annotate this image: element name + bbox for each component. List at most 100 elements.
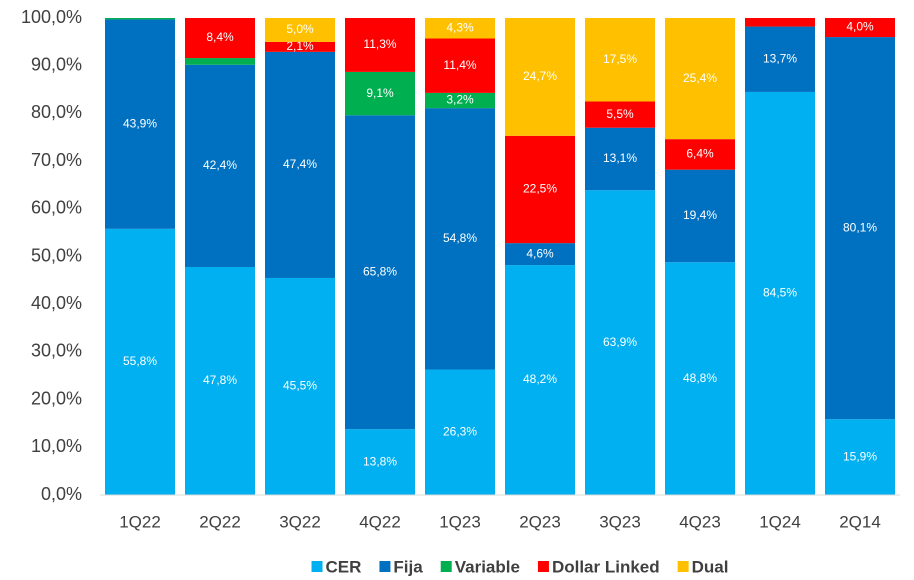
legend-label: Fija <box>393 557 423 576</box>
bar-segment <box>185 64 255 267</box>
bar-segment <box>185 58 255 65</box>
data-label: 4,3% <box>446 20 474 34</box>
data-label: 47,8% <box>203 373 237 387</box>
data-label: 17,5% <box>603 52 637 66</box>
y-tick-label: 10,0% <box>31 436 82 456</box>
x-tick-label: 4Q23 <box>679 512 721 531</box>
legend-swatch <box>379 561 391 572</box>
legend-label: Dollar Linked <box>552 557 660 576</box>
y-tick-label: 30,0% <box>31 341 82 361</box>
data-label: 48,2% <box>523 372 557 386</box>
x-tick-label: 3Q22 <box>279 512 321 531</box>
data-label: 5,0% <box>286 22 314 36</box>
bar-segment <box>505 265 575 495</box>
data-label: 4,6% <box>526 246 554 260</box>
legend-swatch <box>440 561 452 572</box>
data-label: 13,8% <box>363 454 397 468</box>
bar-segment <box>665 18 735 140</box>
x-tick-label: 1Q24 <box>759 512 801 531</box>
legend-swatch <box>677 561 689 572</box>
data-label: 84,5% <box>763 286 797 300</box>
y-tick-label: 70,0% <box>31 150 82 170</box>
y-tick-label: 20,0% <box>31 388 82 408</box>
data-label: 55,8% <box>123 354 157 368</box>
bar-segment <box>105 18 175 20</box>
data-label: 47,4% <box>283 157 317 171</box>
y-tick-label: 0,0% <box>41 484 82 504</box>
legend-label: Dual <box>692 557 729 576</box>
bar-segment <box>825 18 895 38</box>
bar-segment <box>665 169 735 263</box>
x-tick-label: 3Q23 <box>599 512 641 531</box>
y-tick-label: 80,0% <box>31 102 82 122</box>
bar-segment <box>345 115 415 430</box>
data-label: 15,9% <box>843 449 877 463</box>
bar-segment <box>585 190 655 495</box>
bar-segment <box>585 18 655 102</box>
data-label: 8,4% <box>206 30 234 44</box>
data-label: 25,4% <box>683 71 717 85</box>
data-label: 24,7% <box>523 69 557 83</box>
bar-segment <box>825 419 895 495</box>
x-tick-label: 2Q23 <box>519 512 561 531</box>
x-tick-label: 1Q23 <box>439 512 481 531</box>
bar-segment <box>265 18 335 42</box>
bar-segment <box>105 19 175 229</box>
legend-swatch <box>311 561 323 572</box>
data-label: 65,8% <box>363 264 397 278</box>
bar-segment <box>425 369 495 495</box>
data-label: 2,1% <box>286 39 314 53</box>
x-tick-label: 2Q22 <box>199 512 241 531</box>
data-label: 80,1% <box>843 220 877 234</box>
data-label: 3,2% <box>446 93 474 107</box>
bar-segment <box>425 92 495 109</box>
bar-segment <box>105 228 175 496</box>
data-label: 26,3% <box>443 424 477 438</box>
data-label: 48,8% <box>683 371 717 385</box>
x-tick-label: 2Q14 <box>839 512 881 531</box>
bar-segment <box>425 38 495 93</box>
bar-segment <box>345 18 415 72</box>
data-label: 43,9% <box>123 116 157 130</box>
y-tick-label: 40,0% <box>31 293 82 313</box>
x-tick-label: 4Q22 <box>359 512 401 531</box>
data-label: 42,4% <box>203 158 237 172</box>
bar-segment <box>505 18 575 136</box>
legend-swatch <box>537 561 549 572</box>
bar-segment <box>665 139 735 170</box>
bar-segment <box>345 71 415 116</box>
y-tick-label: 60,0% <box>31 198 82 218</box>
bar-segment <box>265 51 335 278</box>
data-label: 13,7% <box>763 51 797 65</box>
bar-segment <box>425 18 495 39</box>
x-tick-label: 1Q22 <box>119 512 161 531</box>
bar-segment <box>345 429 415 495</box>
bar-segment <box>585 127 655 191</box>
data-label: 13,1% <box>603 151 637 165</box>
bar-segment <box>745 26 815 92</box>
y-tick-label: 50,0% <box>31 245 82 265</box>
data-label: 22,5% <box>523 182 557 196</box>
bar-segment <box>745 91 815 495</box>
bar-segment <box>505 135 575 244</box>
y-tick-label: 100,0% <box>21 7 82 27</box>
data-label: 11,3% <box>363 37 396 51</box>
legend-label: Variable <box>455 557 520 576</box>
bar-segment <box>745 18 815 27</box>
legend-label: CER <box>326 557 362 576</box>
data-label: 4,0% <box>846 20 874 34</box>
y-tick-label: 90,0% <box>31 54 82 74</box>
data-label: 19,4% <box>683 208 717 222</box>
bar-segment <box>425 108 495 370</box>
data-label: 63,9% <box>603 335 637 349</box>
bar-segment <box>185 266 255 495</box>
data-label: 45,5% <box>283 379 317 393</box>
bar-segment <box>505 243 575 266</box>
bar-segment <box>265 41 335 52</box>
data-label: 11,4% <box>443 58 476 72</box>
bar-segment <box>265 277 335 495</box>
data-label: 5,5% <box>606 107 634 121</box>
bar-segment <box>185 18 255 59</box>
data-label: 9,1% <box>366 86 394 100</box>
